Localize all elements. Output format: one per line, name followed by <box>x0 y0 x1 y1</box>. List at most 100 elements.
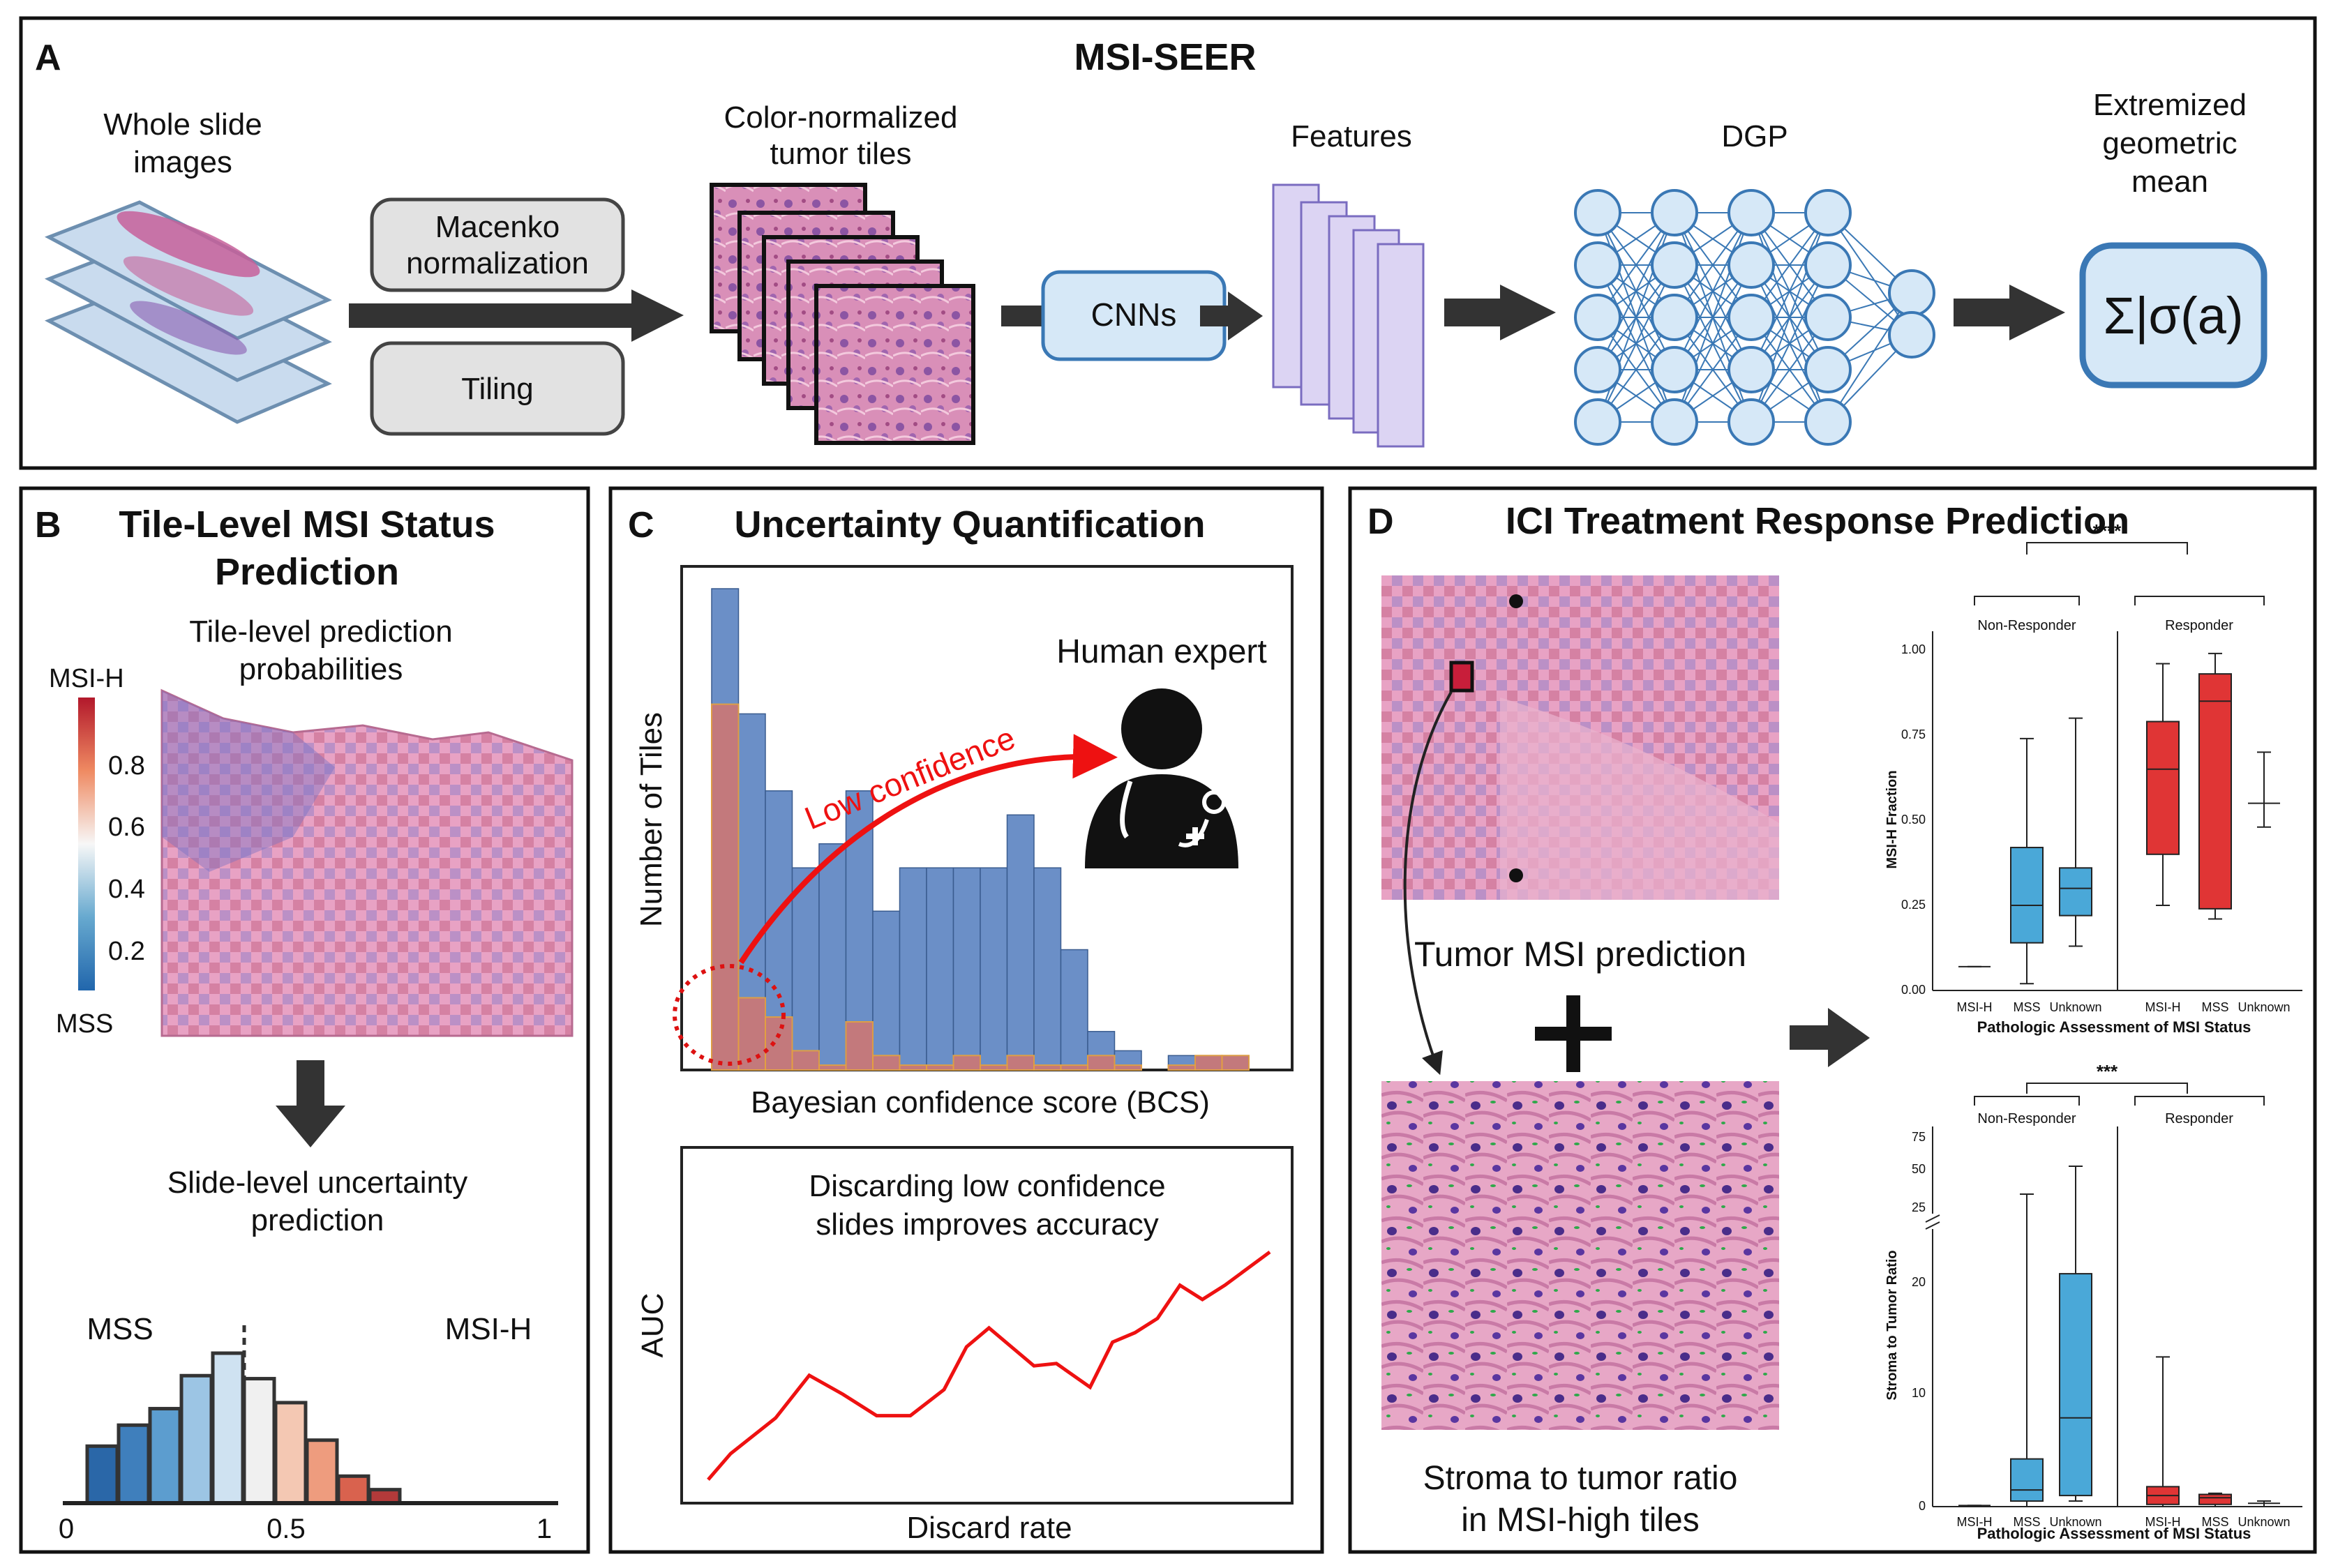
plot1-x-tick: MSS <box>2013 1000 2040 1014</box>
arrow-tiles-to-cnn <box>1001 306 1043 326</box>
dgp-node <box>1727 346 1775 393</box>
plot2-x-tick: MSI-H <box>2145 1515 2181 1529</box>
plot2-x-label: Pathologic Assessment of MSI Status <box>1977 1525 2251 1542</box>
dgp-node <box>1804 294 1852 341</box>
plot2-y-tick: 10 <box>1912 1386 1926 1400</box>
dgp-edge <box>1597 264 1675 423</box>
plot1-y-tick: 0.00 <box>1901 983 1926 997</box>
c-hist-bar-red <box>818 1064 847 1071</box>
colorbar-tick: 0.6 <box>108 813 145 842</box>
c-hist-bar-blue <box>818 843 847 1071</box>
slide-label-line2: prediction <box>251 1203 384 1237</box>
egm-formula: Σ|σ(a) <box>2103 287 2243 345</box>
egm-formula-box <box>2079 242 2268 389</box>
dgp-node <box>1574 241 1621 289</box>
b-hist-bar <box>179 1373 213 1505</box>
plot1-x-label: Pathologic Assessment of MSI Status <box>1977 1018 2251 1036</box>
c-hist-bar-red <box>765 1016 793 1071</box>
plot1-y-tick: 1.00 <box>1901 642 1926 656</box>
panel-d-frame <box>1348 486 2317 1554</box>
plot2-group-right: Responder <box>2165 1111 2233 1126</box>
dgp-node <box>1651 189 1698 236</box>
bcs-histogram <box>711 588 1250 1071</box>
box-iqr <box>2059 1273 2092 1497</box>
plot2-x-tick: Unknown <box>2049 1515 2101 1529</box>
c-hist-bar-blue <box>1033 867 1062 1071</box>
dgp-node <box>1804 346 1852 393</box>
b-hist-bar <box>273 1401 308 1505</box>
c-hist-bar-red <box>1167 1064 1196 1071</box>
dgp-edge <box>1674 264 1752 423</box>
arrow-dgp-to-egm <box>1954 285 2065 340</box>
plot1-x-tick: MSI-H <box>2145 1000 2181 1014</box>
dgp-node <box>1727 189 1775 236</box>
c-hist-bar-red <box>845 1021 874 1071</box>
b-hist-tick: 0.5 <box>267 1514 306 1544</box>
c-hist-bar-red <box>1087 1055 1116 1071</box>
b-hist-bar <box>85 1444 119 1505</box>
dgp-edge <box>1597 212 1675 370</box>
plot1-y-tick: 0.75 <box>1901 728 1926 741</box>
feature-maps-icon <box>1272 183 1425 448</box>
dgp-node <box>1727 398 1775 446</box>
dgp-node <box>1727 241 1775 289</box>
plot1-significance: **** <box>2093 520 2122 541</box>
panel-d-title: ICI Treatment Response Prediction <box>1506 500 2129 542</box>
panel-c: C Uncertainty Quantification Number of T… <box>608 486 1324 1554</box>
plus-icon <box>1535 995 1612 1072</box>
c-hist-bar-red <box>980 1064 1008 1071</box>
b-hist-bar <box>211 1351 245 1505</box>
panel-a-letter: A <box>35 38 61 78</box>
egm-label-line1: Extremized <box>2093 88 2247 122</box>
stroma-label-line2: in MSI-high tiles <box>1461 1502 1699 1539</box>
dgp-edge <box>1751 212 1829 370</box>
plot1-group-right: Responder <box>2165 618 2233 633</box>
selected-tile-marker <box>1449 661 1474 693</box>
plot2-y-tick: 20 <box>1912 1275 1926 1289</box>
low-confidence-arrow <box>738 734 1118 965</box>
tile-prob-label-line2: probabilities <box>239 652 403 686</box>
auc-note-line1: Discarding low confidence <box>809 1169 1165 1203</box>
slide-stack-icon <box>45 200 332 424</box>
arrow-to-boxplots <box>1790 1008 1870 1067</box>
dgp-node <box>1651 398 1698 446</box>
mss-label: MSS <box>87 1312 153 1346</box>
tumor-msi-label: Tumor MSI prediction <box>1414 935 1746 974</box>
panel-c-letter: C <box>628 505 654 545</box>
stroma-label-line1: Stroma to tumor ratio <box>1423 1460 1738 1497</box>
c-hist-bar-red <box>711 703 740 1071</box>
dgp-node <box>1888 311 1935 359</box>
egm-label-line2: geometric <box>2102 126 2237 160</box>
cnn-label: CNNs <box>1091 296 1177 333</box>
dgp-node <box>1574 189 1621 236</box>
plot1-x-tick: Unknown <box>2049 1000 2101 1014</box>
macenko-box <box>370 197 625 292</box>
low-confidence-circle <box>673 964 786 1066</box>
c-hist-bar-blue <box>1060 949 1088 1071</box>
dgp-node <box>1651 294 1698 341</box>
panel-b-frame <box>19 486 590 1554</box>
plot1-x-tick: MSI-H <box>1957 1000 1993 1014</box>
arrow-wsi-to-tiles <box>349 289 684 342</box>
c-hist-bar-blue <box>899 867 927 1071</box>
dgp-node <box>1804 189 1852 236</box>
panel-d: D ICI Treatment Response Prediction Tumo… <box>1348 486 2317 1554</box>
panel-d-letter: D <box>1367 502 1394 542</box>
plot2-significance: *** <box>2097 1061 2118 1082</box>
dgp-node <box>1804 241 1852 289</box>
panel-b-title-line2: Prediction <box>215 551 399 593</box>
panel-b-title-line1: Tile-Level MSI Status <box>119 504 495 545</box>
c-hist-bar-red <box>926 1064 954 1071</box>
c-hist-bar-blue <box>791 867 820 1071</box>
b-hist-bar <box>336 1474 370 1505</box>
c-hist-bar-red <box>737 997 766 1071</box>
tiling-box <box>370 341 625 436</box>
low-confidence-label: Low confidence <box>800 719 1020 836</box>
macenko-label-line2: normalization <box>406 246 589 280</box>
auc-plot-frame <box>680 1146 1294 1505</box>
box-iqr <box>2059 867 2092 917</box>
plot1-x-tick: Unknown <box>2238 1000 2290 1014</box>
arrow-cnn-to-features <box>1224 292 1263 340</box>
plot2-group-left: Non-Responder <box>1977 1111 2076 1126</box>
